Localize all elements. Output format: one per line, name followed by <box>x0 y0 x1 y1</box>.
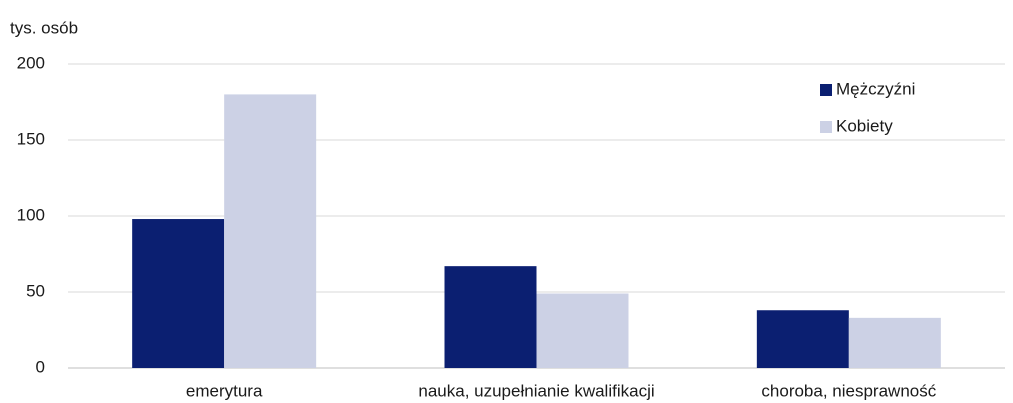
bar <box>444 266 537 368</box>
legend-swatch <box>820 84 832 96</box>
y-tick-label: 0 <box>36 357 45 376</box>
bar <box>224 94 317 369</box>
y-tick-label: 200 <box>17 53 45 72</box>
bar <box>536 293 629 368</box>
y-tick-label: 50 <box>26 281 45 300</box>
x-tick-label: emerytura <box>186 381 263 400</box>
legend-label: Mężczyźni <box>836 79 915 98</box>
x-tick-label: choroba, niesprawność <box>761 381 936 400</box>
bar <box>848 317 941 368</box>
legend-label: Kobiety <box>836 116 893 135</box>
y-tick-label: 100 <box>17 205 45 224</box>
x-tick-label: nauka, uzupełnianie kwalifikacji <box>418 381 654 400</box>
bar <box>756 310 849 368</box>
y-axis-label: tys. osób <box>10 18 78 37</box>
bar <box>132 219 225 368</box>
legend-swatch <box>820 121 832 133</box>
y-tick-label: 150 <box>17 129 45 148</box>
